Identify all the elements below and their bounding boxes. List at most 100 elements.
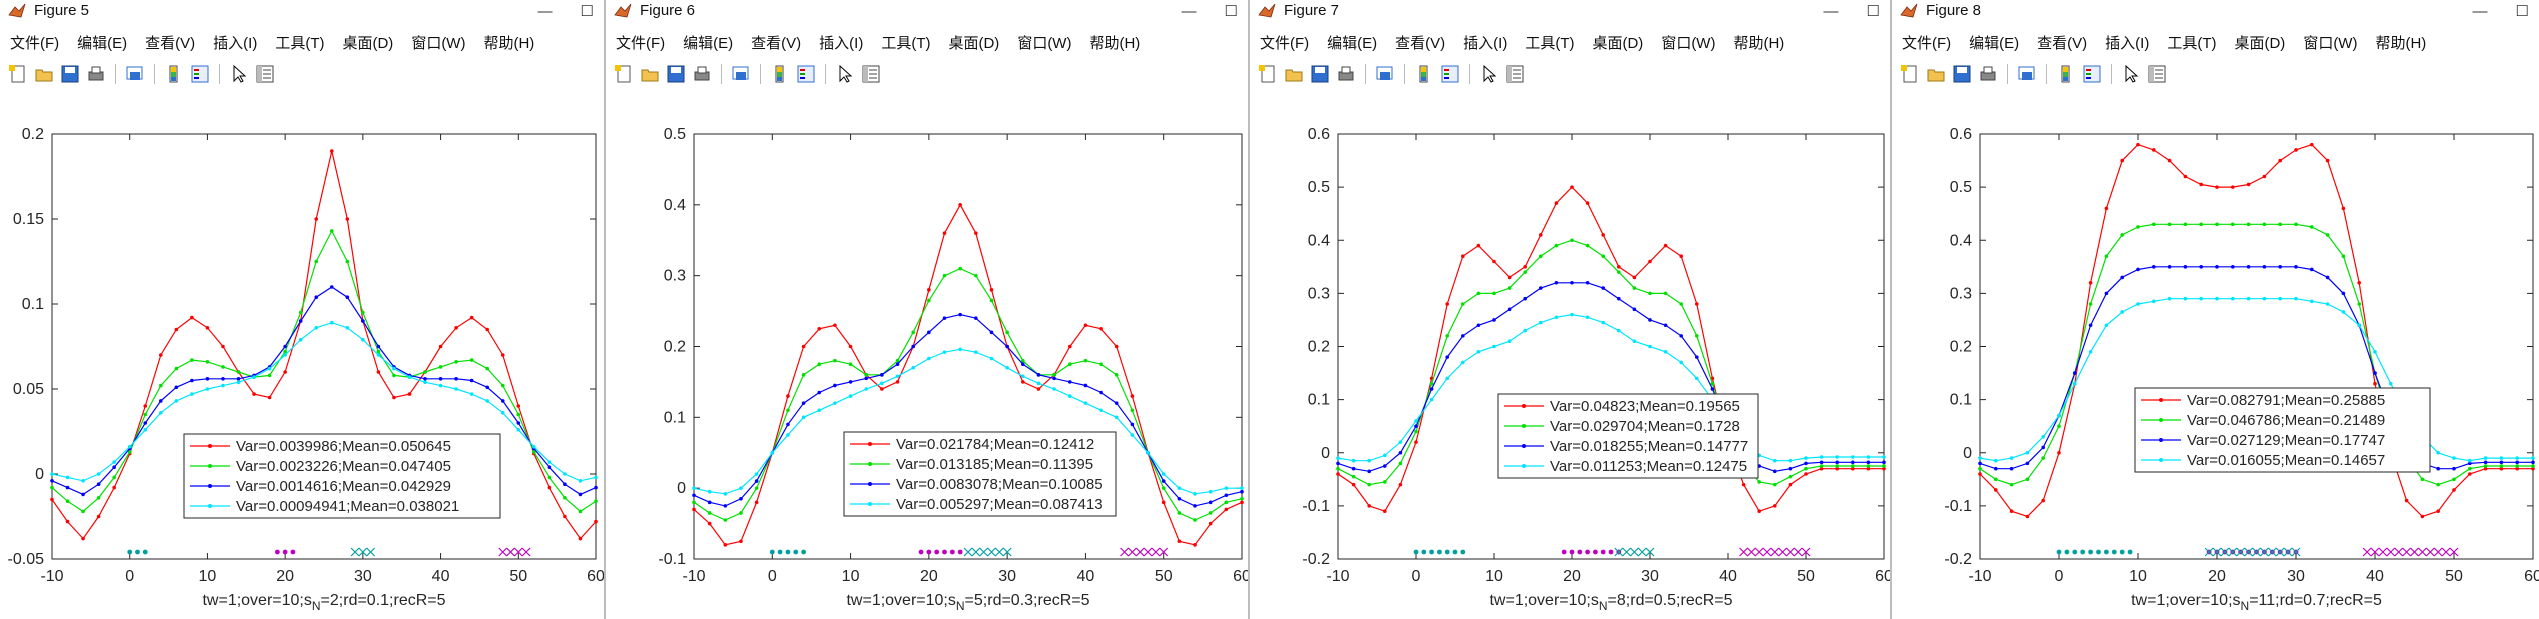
menu-item[interactable]: 编辑(E) [1327, 34, 1378, 52]
menu-item[interactable]: 窗口(W) [1661, 34, 1716, 52]
menu-item[interactable]: 帮助(H) [1733, 34, 1785, 52]
open-file-icon[interactable] [1926, 64, 1946, 84]
menu-item[interactable]: 文件(F) [1902, 34, 1952, 52]
insert-legend-icon[interactable] [796, 64, 816, 84]
property-editor-icon[interactable] [2147, 64, 2167, 84]
property-editor-icon[interactable] [861, 64, 881, 84]
insert-legend-icon[interactable] [190, 64, 210, 84]
menu-item[interactable]: 窗口(W) [1017, 34, 1072, 52]
insert-colorbar-icon[interactable] [164, 64, 184, 84]
title-bar[interactable]: Figure 6 — ☐ [606, 0, 1248, 22]
insert-colorbar-icon[interactable] [1414, 64, 1434, 84]
insert-colorbar-icon[interactable] [770, 64, 790, 84]
data-point [454, 326, 458, 330]
menu-item[interactable]: 帮助(H) [1089, 34, 1141, 52]
menu-item[interactable]: 工具(T) [2167, 34, 2217, 52]
pointer-icon[interactable] [1479, 64, 1499, 84]
new-figure-icon[interactable] [1900, 64, 1920, 84]
menu-item[interactable]: 查看(V) [751, 34, 802, 52]
menu-item[interactable]: 桌面(D) [342, 34, 394, 52]
print-icon[interactable] [692, 64, 712, 84]
receiver-marker [513, 547, 523, 557]
legend[interactable]: Var=0.021784;Mean=0.12412 Var=0.013185;Me… [843, 431, 1117, 517]
menu-item[interactable]: 桌面(D) [1592, 34, 1644, 52]
open-file-icon[interactable] [640, 64, 660, 84]
menu-item[interactable]: 文件(F) [1260, 34, 1310, 52]
insert-legend-icon[interactable] [2082, 64, 2102, 84]
menu-item[interactable]: 工具(T) [1525, 34, 1575, 52]
save-icon[interactable] [1952, 64, 1972, 84]
menu-item[interactable]: 编辑(E) [683, 34, 734, 52]
data-point [848, 362, 853, 367]
menu-item[interactable]: 桌面(D) [948, 34, 1000, 52]
print-icon[interactable] [86, 64, 106, 84]
minimize-button[interactable]: — [1181, 2, 1197, 20]
data-point [283, 353, 287, 357]
minimize-button[interactable]: — [1823, 2, 1839, 20]
source-marker [135, 549, 140, 555]
menu-item[interactable]: 帮助(H) [483, 34, 535, 52]
menu-item[interactable]: 查看(V) [145, 34, 196, 52]
print-icon[interactable] [1978, 64, 1998, 84]
menu-item[interactable]: 编辑(E) [77, 34, 128, 52]
title-bar[interactable]: Figure 7 — ☐ [1250, 0, 1890, 22]
data-point [1130, 394, 1135, 398]
menu-item[interactable]: 查看(V) [1395, 34, 1446, 52]
save-icon[interactable] [666, 64, 686, 84]
data-point [848, 394, 853, 398]
new-figure-icon[interactable] [614, 64, 634, 84]
data-point [1476, 323, 1481, 328]
link-plot-icon[interactable] [2017, 64, 2037, 84]
data-point [723, 492, 728, 496]
link-plot-icon[interactable] [125, 64, 145, 84]
menu-item[interactable]: 工具(T) [881, 34, 931, 52]
new-figure-icon[interactable] [1258, 64, 1278, 84]
property-editor-icon[interactable] [255, 64, 275, 84]
open-file-icon[interactable] [1284, 64, 1304, 84]
data-point [469, 358, 474, 362]
menu-item[interactable]: 编辑(E) [1969, 34, 2020, 52]
open-file-icon[interactable] [34, 64, 54, 84]
maximize-button[interactable]: ☐ [580, 3, 594, 20]
menu-item[interactable]: 窗口(W) [2303, 34, 2358, 52]
title-bar[interactable]: Figure 5 — ☐ [0, 0, 604, 22]
link-plot-icon[interactable] [1375, 64, 1395, 84]
insert-legend-icon[interactable] [1440, 64, 1460, 84]
link-plot-icon[interactable] [731, 64, 751, 84]
new-figure-icon[interactable] [8, 64, 28, 84]
data-point [786, 422, 790, 427]
maximize-button[interactable]: ☐ [2515, 3, 2529, 20]
legend[interactable]: Var=0.082791;Mean=0.25885 Var=0.046786;Me… [2134, 387, 2431, 473]
maximize-button[interactable]: ☐ [1866, 3, 1880, 20]
menu-item[interactable]: 帮助(H) [2375, 34, 2427, 52]
menu-item[interactable]: 查看(V) [2037, 34, 2088, 52]
receiver-marker [350, 547, 360, 557]
data-point [50, 479, 54, 483]
pointer-icon[interactable] [229, 64, 249, 84]
title-bar[interactable]: Figure 8 — ☐ [1892, 0, 2539, 22]
save-icon[interactable] [1310, 64, 1330, 84]
menu-item[interactable]: 插入(I) [1463, 34, 1508, 52]
legend-marker [1522, 464, 1526, 468]
insert-colorbar-icon[interactable] [2056, 64, 2076, 84]
save-icon[interactable] [60, 64, 80, 84]
pointer-icon[interactable] [835, 64, 855, 84]
pointer-icon[interactable] [2121, 64, 2141, 84]
menu-item[interactable]: 工具(T) [275, 34, 325, 52]
data-point [2499, 464, 2504, 468]
menu-item[interactable]: 插入(I) [213, 34, 258, 52]
data-point [2009, 466, 2014, 471]
legend[interactable]: Var=0.0039986;Mean=0.050645 Var=0.0023226… [183, 433, 501, 519]
maximize-button[interactable]: ☐ [1224, 3, 1238, 20]
menu-item[interactable]: 桌面(D) [2234, 34, 2286, 52]
menu-item[interactable]: 窗口(W) [411, 34, 466, 52]
menu-item[interactable]: 文件(F) [616, 34, 666, 52]
minimize-button[interactable]: — [537, 2, 553, 20]
property-editor-icon[interactable] [1505, 64, 1525, 84]
minimize-button[interactable]: — [2472, 2, 2488, 20]
legend[interactable]: Var=0.04823;Mean=0.19565 Var=0.029704;Mea… [1497, 393, 1759, 479]
menu-item[interactable]: 文件(F) [10, 34, 60, 52]
print-icon[interactable] [1336, 64, 1356, 84]
menu-item[interactable]: 插入(I) [2105, 34, 2150, 52]
menu-item[interactable]: 插入(I) [819, 34, 864, 52]
